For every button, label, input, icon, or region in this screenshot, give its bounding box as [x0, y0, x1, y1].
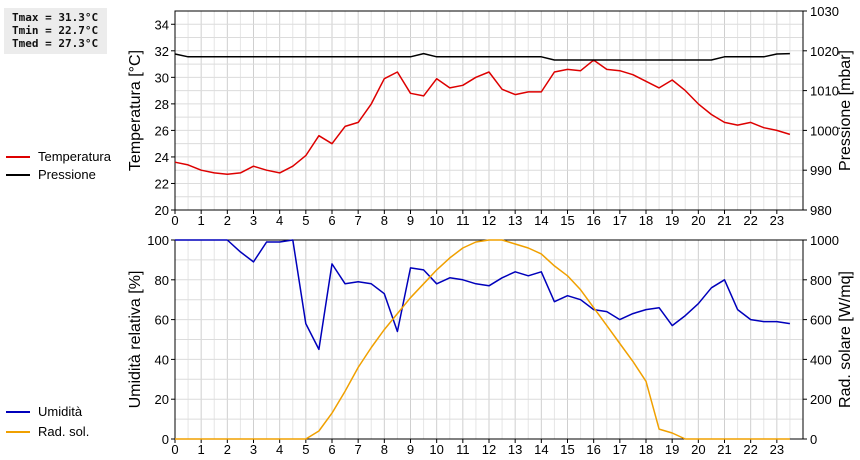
y-left-tick-label: 100 [147, 233, 169, 248]
y-right-tick-label: 980 [810, 203, 832, 218]
x-tick-label: 20 [691, 213, 705, 228]
tmed-stat: Tmed = 27.3°C [12, 37, 99, 50]
y-right-tick-label: 800 [810, 273, 832, 288]
x-tick-label: 4 [276, 442, 283, 457]
tmin-stat: Tmin = 22.7°C [12, 24, 99, 37]
y-left-tick-label: 0 [162, 432, 169, 447]
x-tick-label: 3 [250, 213, 257, 228]
y-left-tick-label: 20 [155, 203, 169, 218]
humidity-radiation-chart: 0 1 2 3 4 5 6 7 8 9 10 11 12 13 14 15 16 17 18 19 20 21 22 2302… [6, 233, 854, 457]
x-tick-label: 17 [613, 442, 627, 457]
x-tick-label: 2 [224, 213, 231, 228]
x-tick-label: 5 [302, 213, 309, 228]
x-tick-label: 0 [171, 442, 178, 457]
x-tick-label: 11 [456, 213, 470, 228]
y-right-axis-title: Pressione [mbar] [837, 50, 854, 171]
x-tick-label: 20 [691, 442, 705, 457]
x-tick-label: 19 [665, 442, 679, 457]
y-right-tick-label: 0 [810, 432, 817, 447]
y-right-tick-label: 400 [810, 352, 832, 367]
y-left-tick-label: 32 [155, 44, 169, 59]
y-left-tick-label: 34 [155, 17, 169, 32]
x-tick-label: 15 [560, 213, 574, 228]
y-right-tick-label: 200 [810, 392, 832, 407]
x-tick-label: 23 [770, 213, 784, 228]
x-tick-label: 10 [429, 213, 443, 228]
x-tick-label: 1 [198, 442, 205, 457]
tmax-stat: Tmax = 31.3°C [12, 11, 99, 24]
x-tick-label: 7 [355, 213, 362, 228]
y-right-tick-label: 1000 [810, 123, 839, 138]
x-tick-label: 12 [482, 442, 496, 457]
x-tick-label: 12 [482, 213, 496, 228]
y-left-tick-label: 20 [155, 392, 169, 407]
y-left-axis-title: Umidità relativa [%] [127, 271, 144, 409]
x-tick-label: 9 [407, 213, 414, 228]
y-right-tick-label: 600 [810, 313, 832, 328]
y-left-tick-label: 80 [155, 273, 169, 288]
y-left-tick-label: 28 [155, 97, 169, 112]
x-tick-label: 1 [198, 213, 205, 228]
x-tick-label: 18 [639, 442, 653, 457]
y-left-axis-title: Temperatura [°C] [127, 50, 144, 171]
y-right-tick-label: 1030 [810, 4, 839, 19]
x-tick-label: 13 [508, 213, 522, 228]
x-tick-label: 13 [508, 442, 522, 457]
x-tick-label: 16 [586, 213, 600, 228]
legend-label: Temperatura [38, 149, 112, 164]
x-tick-label: 14 [534, 213, 548, 228]
x-tick-label: 9 [407, 442, 414, 457]
y-right-tick-label: 1020 [810, 44, 839, 59]
y-right-tick-label: 1000 [810, 233, 839, 248]
series-line-temperatura [174, 59, 791, 175]
x-tick-label: 3 [250, 442, 257, 457]
x-tick-label: 11 [456, 442, 470, 457]
x-tick-label: 6 [328, 213, 335, 228]
x-tick-label: 8 [381, 213, 388, 228]
series-line-pressione [174, 52, 790, 61]
x-tick-label: 17 [613, 213, 627, 228]
x-tick-label: 23 [770, 442, 784, 457]
temperature-pressure-chart: 0 1 2 3 4 5 6 7 8 9 10 11 12 13 14 15 16 17 18 19 20 21 22 2320… [6, 4, 854, 228]
x-tick-label: 14 [534, 442, 548, 457]
x-tick-label: 21 [717, 442, 731, 457]
x-tick-label: 16 [586, 442, 600, 457]
y-left-tick-label: 26 [155, 123, 169, 138]
y-left-tick-label: 30 [155, 70, 169, 85]
y-left-tick-label: 24 [155, 150, 169, 165]
x-tick-label: 21 [717, 213, 731, 228]
x-tick-label: 0 [171, 213, 178, 228]
y-left-tick-label: 40 [155, 352, 169, 367]
legend-label: Umidità [38, 404, 83, 419]
legend-label: Pressione [38, 167, 96, 182]
x-tick-label: 22 [743, 213, 757, 228]
y-right-axis-title: Rad. solare [W/mq] [837, 271, 854, 408]
x-tick-label: 10 [429, 442, 443, 457]
y-right-tick-label: 1010 [810, 84, 839, 99]
x-tick-label: 8 [381, 442, 388, 457]
x-tick-label: 5 [302, 442, 309, 457]
series-line-rad-sol [175, 239, 790, 440]
series-line-umidit [175, 239, 791, 351]
x-tick-label: 4 [276, 213, 283, 228]
x-tick-label: 19 [665, 213, 679, 228]
x-tick-label: 22 [743, 442, 757, 457]
x-tick-label: 7 [355, 442, 362, 457]
x-tick-label: 6 [328, 442, 335, 457]
x-tick-label: 15 [560, 442, 574, 457]
y-left-tick-label: 22 [155, 176, 169, 191]
x-tick-label: 18 [639, 213, 653, 228]
y-right-tick-label: 990 [810, 163, 832, 178]
y-left-tick-label: 60 [155, 313, 169, 328]
stats-panel: Tmax = 31.3°C Tmin = 22.7°C Tmed = 27.3°… [4, 8, 107, 54]
legend-label: Rad. sol. [38, 424, 89, 439]
x-tick-label: 2 [224, 442, 231, 457]
